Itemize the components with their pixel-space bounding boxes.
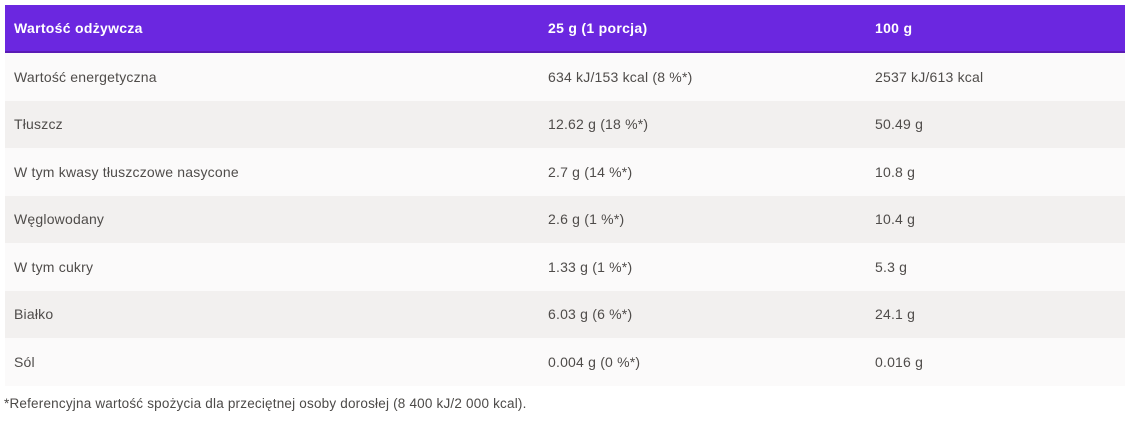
per-100g-value: 10.8 g	[875, 163, 916, 180]
table-row-salt: Sól 0.004 g (0 %*) 0.016 g	[5, 338, 1125, 386]
table-row-energy: Wartość energetyczna 634 kJ/153 kcal (8 …	[5, 53, 1125, 101]
nutrition-table: Wartość odżywcza 25 g (1 porcja) 100 g W…	[5, 5, 1125, 386]
per-100g-value: 0.016 g	[875, 353, 924, 370]
per-100g-value: 10.4 g	[875, 211, 916, 228]
per-serving-value: 12.62 g (18 %*)	[548, 116, 649, 133]
per-100g-value: 5.3 g	[875, 258, 908, 275]
per-serving-value: 2.6 g (1 %*)	[548, 211, 625, 228]
nutrient-label: W tym kwasy tłuszczowe nasycone	[14, 163, 239, 180]
per-100g-value: 50.49 g	[875, 116, 924, 133]
per-serving-value: 2.7 g (14 %*)	[548, 163, 633, 180]
per-100g-value: 24.1 g	[875, 306, 916, 323]
header-per-100g-column: 100 g	[875, 20, 913, 36]
per-100g-value: 2537 kJ/613 kcal	[875, 68, 984, 85]
per-serving-value: 634 kJ/153 kcal (8 %*)	[548, 68, 693, 85]
table-row-protein: Białko 6.03 g (6 %*) 24.1 g	[5, 290, 1125, 338]
per-serving-value: 6.03 g (6 %*)	[548, 306, 633, 323]
per-serving-value: 0.004 g (0 %*)	[548, 353, 641, 370]
per-serving-value: 1.33 g (1 %*)	[548, 258, 633, 275]
nutrient-label: Białko	[14, 306, 54, 323]
table-row-fat: Tłuszcz 12.62 g (18 %*) 50.49 g	[5, 100, 1125, 148]
table-body: Wartość energetyczna 634 kJ/153 kcal (8 …	[5, 53, 1125, 386]
nutrient-label: W tym cukry	[14, 258, 94, 275]
header-nutrient-column: Wartość odżywcza	[14, 20, 143, 36]
table-header-row: Wartość odżywcza 25 g (1 porcja) 100 g	[5, 5, 1125, 53]
nutrient-label: Węglowodany	[14, 211, 105, 228]
reference-intake-footnote: *Referencyjna wartość spożycia dla przec…	[4, 396, 527, 411]
nutrient-label: Sól	[14, 353, 35, 370]
nutrient-label: Wartość energetyczna	[14, 68, 157, 85]
table-row-carbohydrates: Węglowodany 2.6 g (1 %*) 10.4 g	[5, 195, 1125, 243]
table-row-sugars: W tym cukry 1.33 g (1 %*) 5.3 g	[5, 243, 1125, 291]
header-per-serving-column: 25 g (1 porcja)	[548, 20, 648, 36]
nutrient-label: Tłuszcz	[14, 116, 63, 133]
table-row-saturated-fat: W tym kwasy tłuszczowe nasycone 2.7 g (1…	[5, 148, 1125, 196]
